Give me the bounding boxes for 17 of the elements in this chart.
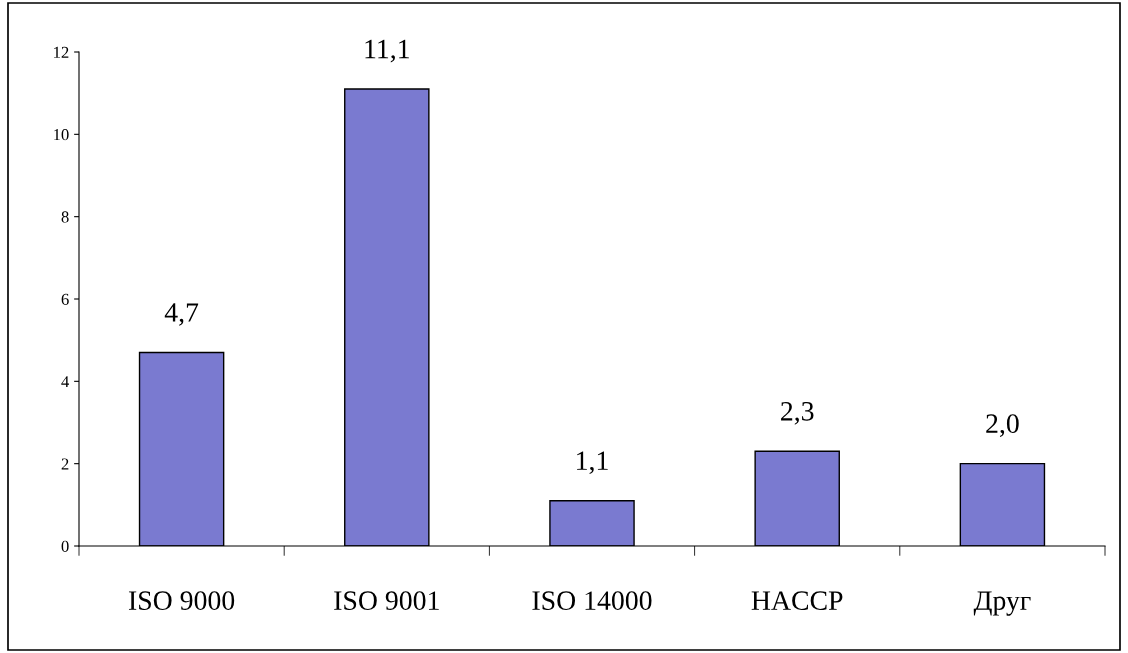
data-label: 4,7 (164, 303, 199, 326)
y-tick-label: 10 (54, 129, 69, 141)
data-label: 1,1 (577, 451, 608, 475)
y-tick-label: 4 (61, 376, 70, 388)
y-tick-label: 2 (61, 458, 69, 470)
y-tick-label: 8 (61, 211, 69, 223)
y-tick-label: 12 (54, 46, 69, 58)
y-tick-label: 6 (61, 293, 69, 305)
x-tick-label: HACCP (751, 591, 843, 610)
data-label: 2,0 (986, 414, 1019, 438)
x-tick-label: Друг (973, 591, 1031, 616)
y-tick-label: 0 (61, 540, 69, 552)
x-tick-label: ISO 9000 (128, 591, 235, 610)
x-tick-label: ISO 14000 (532, 591, 652, 610)
data-label: 11,1 (365, 39, 409, 63)
data-label: 2,3 (781, 402, 814, 425)
x-tick-label: ISO 9001 (334, 591, 439, 610)
